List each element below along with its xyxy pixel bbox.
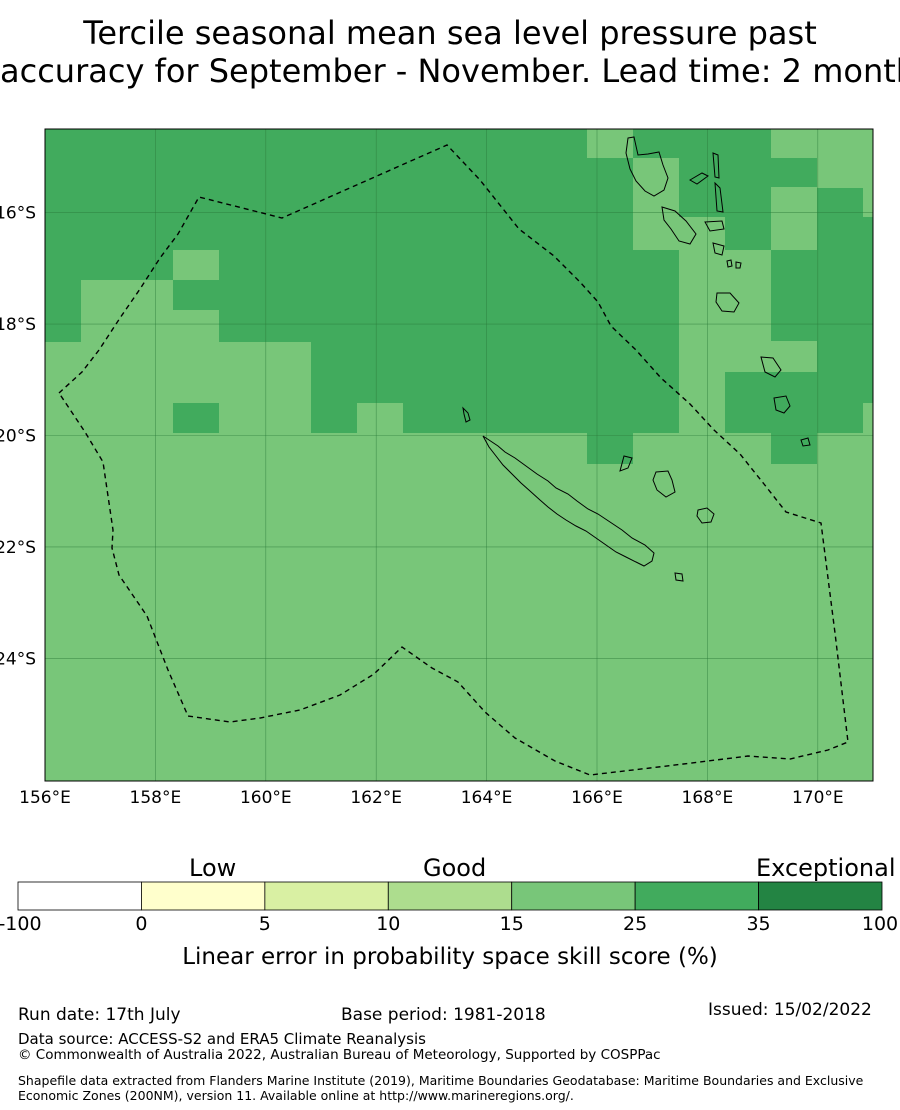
skill-cell-25-35 bbox=[817, 188, 863, 250]
gridlines bbox=[45, 129, 873, 781]
colorbar-segment bbox=[141, 881, 266, 911]
colorbar bbox=[17, 881, 883, 911]
island-small-2 bbox=[735, 261, 742, 269]
island-epi bbox=[712, 242, 725, 256]
lon-tick-label: 168°E bbox=[682, 788, 734, 808]
island-loyalty-2 bbox=[696, 507, 715, 524]
island-new-caledonia bbox=[482, 435, 655, 567]
island-ambae bbox=[689, 172, 709, 185]
skill-cell-25-35 bbox=[817, 341, 873, 403]
skill-cell-25-35 bbox=[173, 403, 219, 433]
colorbar-segment bbox=[264, 881, 389, 911]
chart-title: Tercile seasonal mean sea level pressure… bbox=[0, 14, 900, 90]
islands bbox=[462, 136, 811, 582]
skill-cell-25-35 bbox=[771, 250, 873, 310]
island-maewo bbox=[712, 152, 720, 179]
colorbar-tick-label: 0 bbox=[135, 913, 148, 935]
skill-cell-25-35 bbox=[587, 433, 633, 464]
legend-good: Good bbox=[423, 854, 487, 882]
island-erromango bbox=[760, 356, 782, 378]
lon-tick-label: 156°E bbox=[19, 788, 71, 808]
run-date: Run date: 17th July bbox=[18, 1005, 181, 1025]
island-ouvea bbox=[619, 455, 633, 472]
colorbar-segment bbox=[387, 881, 513, 911]
map-frame bbox=[44, 128, 874, 782]
axis-labels: 156°E 158°E 160°E 162°E 164°E 166°E 168°E 170°E… bbox=[0, 204, 844, 808]
lat-tick-label: 22°S bbox=[0, 538, 36, 558]
colorbar-tick-label: 5 bbox=[258, 913, 271, 935]
skill-cell-25-35 bbox=[219, 250, 679, 280]
skill-cell-25-35 bbox=[863, 217, 873, 250]
skill-cell-25-35 bbox=[725, 158, 771, 250]
issued-date: Issued: 15/02/2022 bbox=[708, 1000, 872, 1020]
title-line-1: Tercile seasonal mean sea level pressure… bbox=[83, 14, 817, 52]
island-loyalty-1 bbox=[652, 470, 676, 498]
lon-tick-label: 158°E bbox=[130, 788, 182, 808]
island-malakula bbox=[661, 206, 697, 245]
data-source: Data source: ACCESS-S2 and ERA5 Climate … bbox=[18, 1030, 426, 1048]
shapefile-credit: Shapefile data extracted from Flanders M… bbox=[18, 1073, 864, 1103]
colorbar-tick-label: 100 bbox=[861, 913, 899, 935]
skill-cell-25-35 bbox=[587, 158, 633, 250]
skill-cell-25-35 bbox=[633, 129, 771, 158]
island-pentecost bbox=[714, 181, 724, 213]
colorbar-segment bbox=[634, 881, 759, 911]
island-small-1 bbox=[726, 259, 733, 268]
skill-cell-25-35 bbox=[725, 372, 817, 433]
island-loyalty-3 bbox=[674, 572, 684, 582]
colorbar-tick-label: 25 bbox=[623, 913, 648, 935]
skill-cell-25-35 bbox=[771, 310, 873, 341]
skill-cell-25-35 bbox=[771, 158, 817, 187]
colorbar-tick-label: 10 bbox=[376, 913, 401, 935]
base-period: Base period: 1981-2018 bbox=[341, 1005, 546, 1025]
skill-cell-25-35 bbox=[173, 280, 219, 310]
lat-tick-label: 16°S bbox=[0, 204, 36, 224]
skill-cell-25-35 bbox=[817, 403, 863, 433]
colorbar-tick-label: -100 bbox=[0, 913, 42, 935]
colorbar-segment bbox=[758, 881, 883, 911]
island-aneityum bbox=[800, 437, 811, 447]
lon-tick-label: 166°E bbox=[571, 788, 623, 808]
title-line-2: accuracy for September - November. Lead … bbox=[0, 52, 900, 90]
skill-cell-25-35 bbox=[45, 250, 173, 280]
copyright: © Commonwealth of Australia 2022, Austra… bbox=[18, 1047, 661, 1063]
skill-cell-25-35 bbox=[45, 129, 587, 250]
lon-tick-label: 162°E bbox=[350, 788, 402, 808]
island-espiritu-santo bbox=[625, 136, 669, 197]
colorbar-segment bbox=[511, 881, 636, 911]
island-chesterfield bbox=[462, 406, 471, 423]
skill-cell-25-35 bbox=[45, 280, 81, 342]
lon-tick-label: 170°E bbox=[792, 788, 844, 808]
skill-cell-25-35 bbox=[219, 280, 679, 342]
lat-tick-label: 20°S bbox=[0, 426, 36, 446]
skill-cell-25-35 bbox=[771, 433, 817, 464]
lon-tick-label: 160°E bbox=[240, 788, 292, 808]
skill-cell-25-35 bbox=[403, 403, 679, 433]
legend-low: Low bbox=[189, 854, 237, 882]
legend-exceptional: Exceptional bbox=[756, 854, 896, 882]
colorbar-axis-label: Linear error in probability space skill … bbox=[182, 944, 718, 970]
skill-grid bbox=[45, 129, 873, 781]
island-ambrym bbox=[704, 220, 725, 232]
lat-tick-label: 24°S bbox=[0, 649, 36, 669]
skill-cell-25-35 bbox=[311, 403, 357, 433]
lon-tick-label: 164°E bbox=[461, 788, 513, 808]
island-tanna bbox=[773, 395, 791, 414]
skill-cell-25-35 bbox=[311, 342, 679, 403]
island-efate bbox=[715, 292, 740, 313]
colorbar-tick-label: 35 bbox=[746, 913, 771, 935]
lat-tick-label: 18°S bbox=[0, 315, 36, 335]
eez-boundary bbox=[58, 144, 849, 776]
colorbar-tick-label: 15 bbox=[499, 913, 524, 935]
colorbar-segment bbox=[17, 881, 142, 911]
